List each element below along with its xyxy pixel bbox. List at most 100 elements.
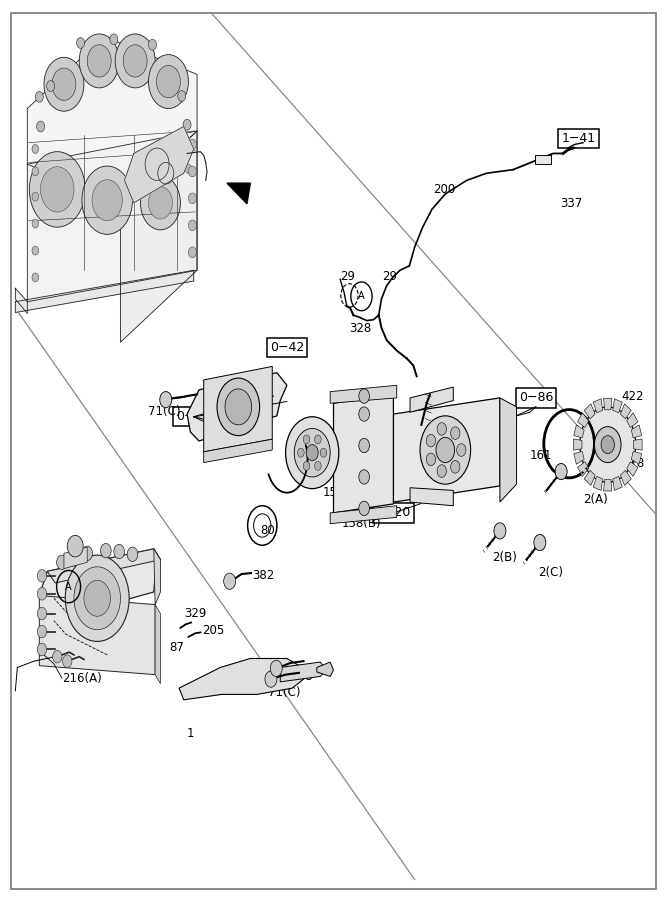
Circle shape xyxy=(115,34,155,88)
Circle shape xyxy=(188,193,196,203)
Circle shape xyxy=(101,544,111,558)
Polygon shape xyxy=(604,480,612,491)
Polygon shape xyxy=(47,549,161,583)
FancyBboxPatch shape xyxy=(534,156,551,164)
Polygon shape xyxy=(584,471,595,485)
Circle shape xyxy=(32,273,39,282)
Circle shape xyxy=(92,180,122,220)
Circle shape xyxy=(141,176,180,230)
Text: 158(A): 158(A) xyxy=(377,443,416,455)
Text: 205: 205 xyxy=(201,624,224,637)
Polygon shape xyxy=(27,131,197,302)
Polygon shape xyxy=(620,404,631,419)
Circle shape xyxy=(110,34,118,45)
Circle shape xyxy=(67,536,83,557)
Circle shape xyxy=(265,671,277,688)
Text: 0−20: 0−20 xyxy=(376,507,411,519)
Polygon shape xyxy=(334,394,394,513)
Circle shape xyxy=(149,40,157,50)
Circle shape xyxy=(37,570,47,582)
Text: 80: 80 xyxy=(260,525,275,537)
Circle shape xyxy=(37,626,47,638)
Circle shape xyxy=(35,92,43,103)
Circle shape xyxy=(451,461,460,473)
Circle shape xyxy=(188,247,196,257)
Circle shape xyxy=(320,448,327,457)
Circle shape xyxy=(29,152,85,227)
Circle shape xyxy=(297,448,304,457)
Polygon shape xyxy=(613,476,622,491)
Circle shape xyxy=(82,166,133,234)
Polygon shape xyxy=(15,270,193,312)
Circle shape xyxy=(149,186,173,219)
Text: 2(A): 2(A) xyxy=(583,493,608,506)
Circle shape xyxy=(74,567,121,630)
Circle shape xyxy=(303,462,310,471)
Polygon shape xyxy=(593,476,603,491)
Circle shape xyxy=(359,438,370,453)
Polygon shape xyxy=(330,506,397,524)
Circle shape xyxy=(437,464,446,477)
Polygon shape xyxy=(121,131,197,342)
Text: 337: 337 xyxy=(560,197,582,211)
Circle shape xyxy=(285,417,339,489)
Circle shape xyxy=(359,501,370,516)
Polygon shape xyxy=(574,439,582,450)
Text: 71(C): 71(C) xyxy=(149,405,181,418)
Circle shape xyxy=(359,407,370,421)
Text: A: A xyxy=(358,292,365,302)
Text: 199(A): 199(A) xyxy=(118,626,157,640)
Polygon shape xyxy=(574,452,584,464)
Circle shape xyxy=(426,453,436,465)
Circle shape xyxy=(451,427,460,439)
Circle shape xyxy=(270,661,282,677)
Circle shape xyxy=(185,164,191,173)
Circle shape xyxy=(44,58,84,112)
Circle shape xyxy=(37,122,45,132)
Circle shape xyxy=(41,166,74,212)
Polygon shape xyxy=(280,662,327,682)
Text: 161: 161 xyxy=(530,449,552,462)
Polygon shape xyxy=(187,373,287,441)
Text: 1−41: 1−41 xyxy=(562,131,596,145)
Text: 29: 29 xyxy=(340,270,355,284)
Circle shape xyxy=(57,555,67,570)
Polygon shape xyxy=(634,439,642,450)
Text: 329: 329 xyxy=(183,607,206,620)
Polygon shape xyxy=(613,399,622,413)
Text: 168: 168 xyxy=(290,670,313,683)
Circle shape xyxy=(69,550,79,564)
Circle shape xyxy=(37,588,47,600)
Circle shape xyxy=(359,389,370,403)
Circle shape xyxy=(87,45,111,77)
Circle shape xyxy=(37,644,47,656)
Text: A: A xyxy=(65,581,72,591)
Text: 216(A): 216(A) xyxy=(62,671,101,685)
Polygon shape xyxy=(627,462,638,476)
Circle shape xyxy=(157,66,180,98)
Circle shape xyxy=(306,445,318,461)
Circle shape xyxy=(114,544,125,559)
Polygon shape xyxy=(631,452,642,464)
Circle shape xyxy=(436,437,455,463)
Text: 378: 378 xyxy=(622,457,644,470)
Circle shape xyxy=(426,435,436,447)
Circle shape xyxy=(420,416,471,484)
Text: 1: 1 xyxy=(186,727,194,741)
Polygon shape xyxy=(155,605,161,684)
Circle shape xyxy=(37,608,47,620)
Circle shape xyxy=(315,462,321,471)
Polygon shape xyxy=(154,549,161,605)
Circle shape xyxy=(32,246,39,255)
Circle shape xyxy=(359,470,370,484)
Text: 382: 382 xyxy=(252,570,275,582)
Circle shape xyxy=(580,407,636,482)
Polygon shape xyxy=(179,659,305,700)
Polygon shape xyxy=(330,385,397,403)
Polygon shape xyxy=(604,398,612,410)
Circle shape xyxy=(594,427,621,463)
Polygon shape xyxy=(39,596,155,675)
Text: 71(C): 71(C) xyxy=(267,686,300,699)
Polygon shape xyxy=(574,425,584,437)
Circle shape xyxy=(494,523,506,539)
